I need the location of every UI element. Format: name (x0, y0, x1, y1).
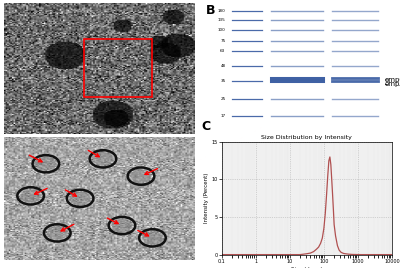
Title: Size Distribution by Intensity: Size Distribution by Intensity (262, 135, 352, 140)
X-axis label: Size (d.nm): Size (d.nm) (291, 267, 323, 268)
Text: C: C (201, 120, 210, 133)
Text: ompC: ompC (384, 77, 400, 83)
Text: B: B (206, 4, 215, 17)
Y-axis label: Intensity (Percent): Intensity (Percent) (204, 173, 208, 224)
Text: ompA: ompA (384, 81, 400, 87)
Text: A: A (10, 10, 19, 24)
